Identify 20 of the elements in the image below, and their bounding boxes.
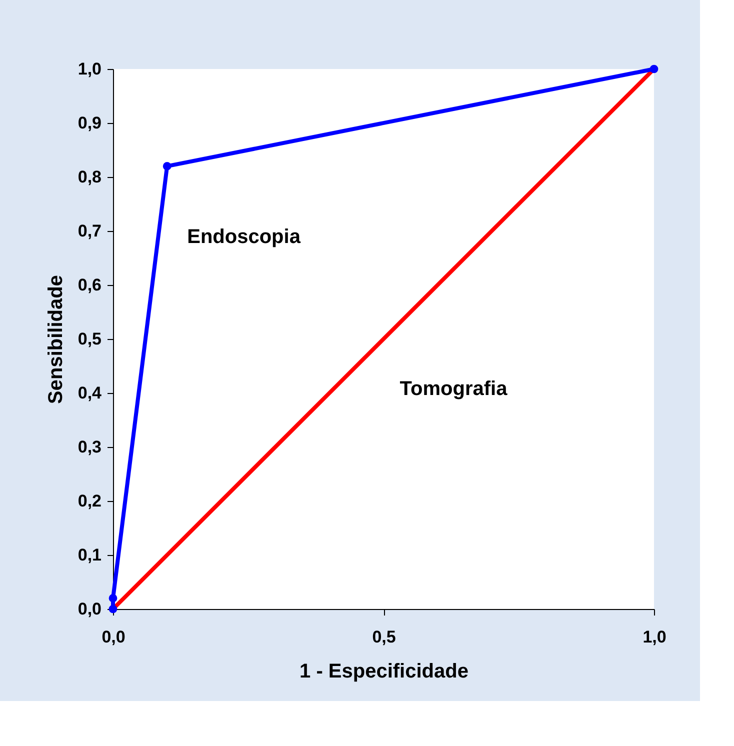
y-tick-label: 0,3 (78, 438, 102, 456)
point (162, 162, 172, 170)
y-tick-label: 0,8 (78, 168, 102, 186)
x-tick-label: 0,0 (102, 628, 126, 646)
y-tick-label: 0,6 (78, 276, 102, 294)
series-label: Endoscopia (187, 226, 302, 248)
x-tick-label: 0,5 (372, 628, 396, 646)
y-tick-label: 0,5 (78, 330, 102, 348)
x-axis-title: 1 - Especificidade (300, 660, 468, 682)
y-tick-label: 0,9 (78, 114, 102, 132)
y-axis-title: Sensibilidade (44, 275, 67, 404)
y-tick-label: 0,0 (78, 600, 102, 618)
x-tick-label: 1,0 (642, 628, 666, 646)
y-tick-label: 1,0 (78, 60, 102, 78)
series-label: Tomografia (400, 378, 508, 400)
point (108, 594, 118, 602)
y-tick-label: 0,1 (78, 546, 102, 564)
y-tick-label: 0,7 (78, 222, 102, 240)
y-tick-label: 0,4 (78, 384, 102, 402)
y-tick-label: 0,2 (78, 492, 102, 510)
